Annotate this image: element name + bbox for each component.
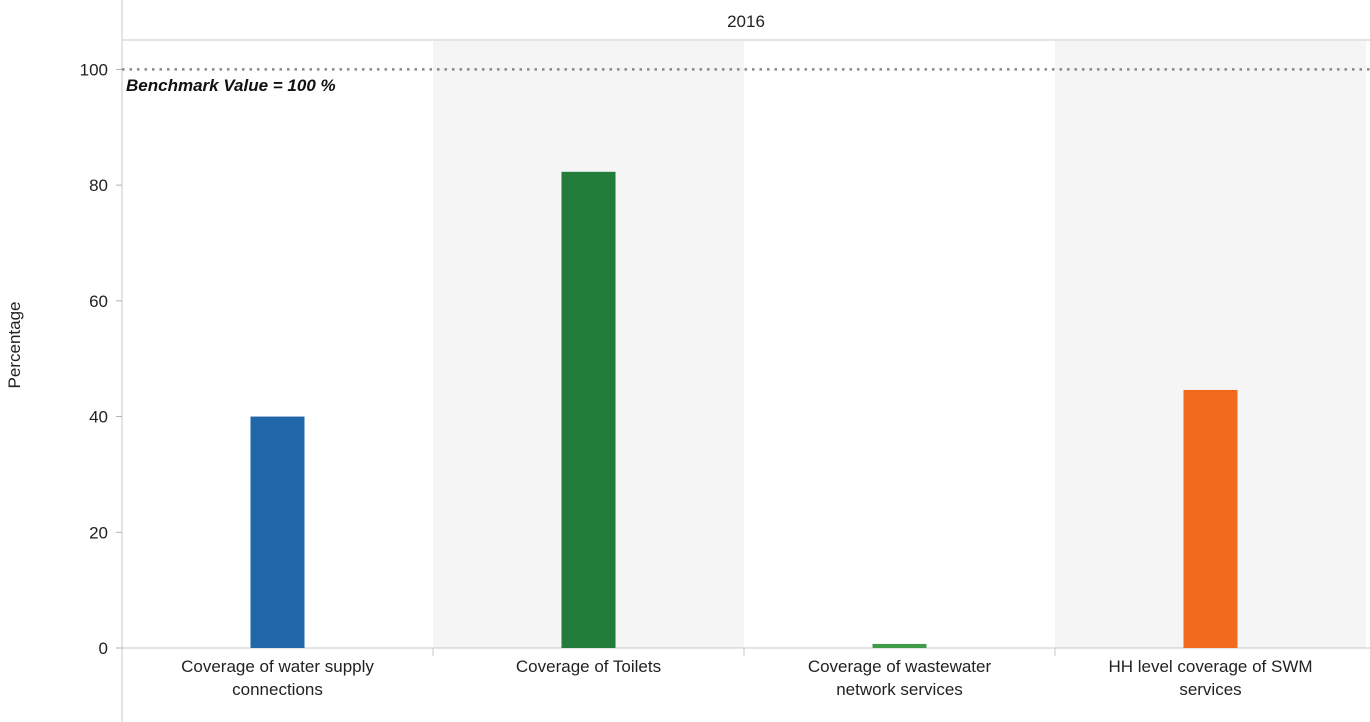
x-category-label-line: Coverage of water supply	[181, 657, 374, 676]
bar	[561, 171, 616, 648]
x-category-label-line: Coverage of wastewater	[808, 657, 992, 676]
bar	[1183, 389, 1238, 648]
y-axis-label: Percentage	[5, 302, 24, 389]
y-tick-label: 80	[89, 176, 108, 195]
x-axis-categories: Coverage of water supply connectionsCover…	[181, 648, 1313, 699]
x-category-label: Coverage of Toilets	[516, 657, 661, 676]
benchmark-label: Benchmark Value = 100 %	[126, 76, 336, 95]
x-category-label: Coverage of water supply connections	[181, 657, 374, 699]
y-tick-label: 60	[89, 292, 108, 311]
x-category-label-line: Coverage of Toilets	[516, 657, 661, 676]
x-category-label-line: network services	[836, 680, 963, 699]
y-tick-label: 20	[89, 523, 108, 542]
bar	[872, 643, 927, 648]
column-header-year: 2016	[727, 12, 765, 31]
category-bands	[433, 41, 1366, 648]
x-category-label-line: services	[1179, 680, 1241, 699]
bar	[250, 416, 305, 648]
y-tick-label: 0	[99, 639, 108, 658]
x-category-label: HH level coverage of SWM services	[1108, 657, 1312, 699]
x-category-label: Coverage of wastewater network services	[808, 657, 992, 699]
y-tick-label: 40	[89, 408, 108, 427]
bars	[250, 171, 1238, 648]
y-tick-label: 100	[80, 60, 108, 79]
y-axis-ticks: 0 20 40 60 80 100	[80, 60, 122, 658]
x-category-label-line: HH level coverage of SWM	[1108, 657, 1312, 676]
x-category-label-line: connections	[232, 680, 323, 699]
